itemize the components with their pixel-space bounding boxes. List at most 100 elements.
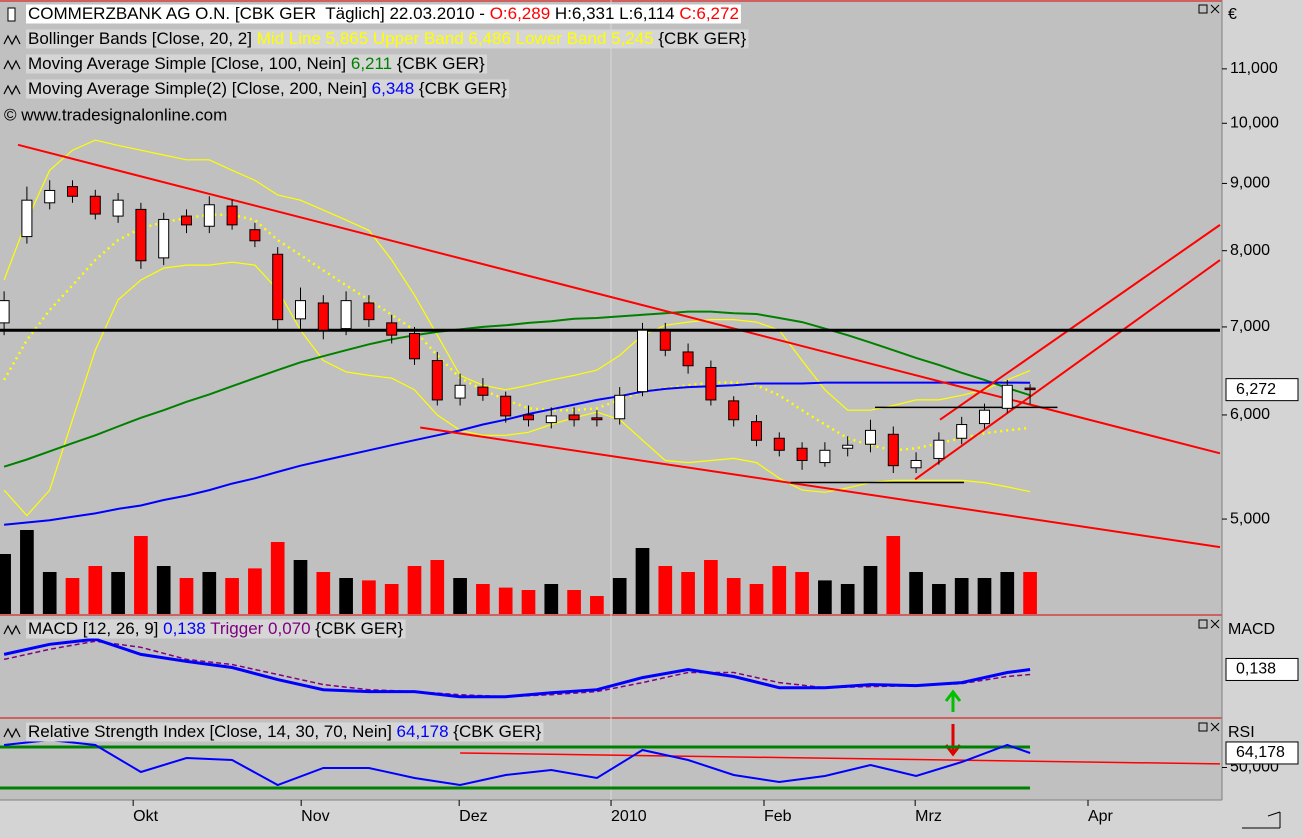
volume-bar xyxy=(886,536,901,614)
volume-bar xyxy=(0,554,11,614)
axis-background xyxy=(1222,0,1303,838)
volume-bar xyxy=(453,578,467,614)
candle-body xyxy=(659,330,671,351)
legend-text: {CBK GER} xyxy=(414,79,507,98)
trend-line xyxy=(17,143,1221,455)
panel-buttons[interactable] xyxy=(1198,4,1220,732)
candle-body xyxy=(864,429,876,445)
candle-body xyxy=(180,215,192,226)
candle-body xyxy=(682,351,694,367)
volume-bar xyxy=(590,596,604,614)
candle-body xyxy=(317,302,329,331)
legend-background xyxy=(26,79,510,99)
candle-body xyxy=(0,300,10,324)
indicator-icon xyxy=(3,59,21,71)
candle-body xyxy=(112,199,124,217)
value-tag-label: 6,272 xyxy=(1236,381,1276,398)
candle-body xyxy=(1001,384,1013,409)
macd-line xyxy=(3,637,1031,699)
legend-line: Moving Average Simple [Close, 100, Nein]… xyxy=(28,54,485,73)
value-tag xyxy=(1225,657,1299,681)
candle-body xyxy=(477,386,489,396)
volume-bar xyxy=(704,560,718,614)
candle-body xyxy=(773,437,785,451)
volume-bar xyxy=(20,530,34,614)
volume-bar xyxy=(795,572,809,614)
volume-bar xyxy=(270,542,285,614)
volume-bar xyxy=(726,578,741,614)
volume-bar xyxy=(1000,572,1015,614)
volume-bar xyxy=(498,587,513,614)
value-tag xyxy=(1225,378,1299,402)
volume-bar xyxy=(248,568,262,614)
legend-text: O:6,289 xyxy=(490,4,551,23)
value-tag xyxy=(1225,741,1299,765)
indicator-line xyxy=(3,310,1031,468)
candle-body xyxy=(158,218,170,259)
volume-bar xyxy=(407,566,422,614)
candle-body xyxy=(454,384,466,399)
volume-bar xyxy=(932,584,946,614)
legend-text: Moving Average Simple(2) [Close, 200, Ne… xyxy=(28,79,372,98)
indicator-icon xyxy=(3,34,21,46)
volume-bar xyxy=(156,566,171,614)
volume-bar xyxy=(954,578,969,614)
legend-text: 64,178 xyxy=(397,722,449,741)
close-button[interactable] xyxy=(1210,619,1220,629)
x-tick-label: Dez xyxy=(459,808,487,825)
legend-line: Relative Strength Index [Close, 14, 30, … xyxy=(28,722,541,741)
volume-bar xyxy=(88,566,103,614)
legend-text: Relative Strength Index [Close, 14, 30, … xyxy=(28,722,397,741)
candle-body xyxy=(67,186,79,197)
volume-bar xyxy=(635,548,650,614)
volume-bar xyxy=(293,560,308,614)
trend-line xyxy=(914,259,1221,481)
legend-text: {CBK GER} xyxy=(449,722,542,741)
candle-body xyxy=(89,195,101,215)
legend-line: Moving Average Simple(2) [Close, 200, Ne… xyxy=(28,79,507,98)
maximize-button[interactable] xyxy=(1198,722,1208,732)
volume-bar xyxy=(1023,572,1037,614)
legend-text: Mid Line 5,865 Upper Band 6,486 Lower Ba… xyxy=(257,29,654,48)
candle-body xyxy=(750,421,762,441)
legend-text: C:6,272 xyxy=(679,4,739,23)
up-arrow xyxy=(944,689,962,712)
indicator-icon xyxy=(3,624,21,636)
indicator-line xyxy=(3,139,1031,411)
candle-body xyxy=(249,229,261,242)
copyright: © www.tradesignalonline.com xyxy=(4,105,227,124)
candle-body xyxy=(363,302,375,321)
candle-body xyxy=(500,395,512,417)
trend-line xyxy=(939,224,1221,421)
volume-bar xyxy=(65,578,80,614)
volume-bar xyxy=(111,572,125,614)
maximize-button[interactable] xyxy=(1198,4,1208,14)
volume-bar xyxy=(749,584,764,614)
legend-background xyxy=(26,4,741,24)
close-button[interactable] xyxy=(1210,722,1220,732)
axis-title: RSI xyxy=(1228,724,1255,741)
text-layer: Okt Nov Dez 2010 Feb Mrz Apr €11,000 10,000 9,000… xyxy=(3,4,1299,825)
candle-body xyxy=(614,394,626,420)
volume-bar xyxy=(567,590,581,614)
legend-text: 0,138 xyxy=(163,619,206,638)
trend-line xyxy=(420,426,1221,549)
candle-body xyxy=(842,444,854,449)
volume-bar xyxy=(339,578,353,614)
candle-body xyxy=(1024,387,1036,391)
volume-bar xyxy=(202,572,217,614)
close-button[interactable] xyxy=(1210,4,1220,14)
y-tick-label: 11,000 xyxy=(1230,60,1278,77)
maximize-button[interactable] xyxy=(1198,619,1208,629)
y-tick-label: 8,000 xyxy=(1230,242,1270,259)
volume-bar xyxy=(384,584,399,614)
candle-body xyxy=(203,204,215,227)
candle-body xyxy=(636,329,648,393)
indicator-layer xyxy=(0,139,1221,790)
resize-grip xyxy=(1242,811,1281,829)
drawing-layer xyxy=(0,143,1221,549)
indicator-line xyxy=(3,261,1031,517)
volume-bar xyxy=(362,580,376,614)
candle-layer xyxy=(0,180,1036,473)
